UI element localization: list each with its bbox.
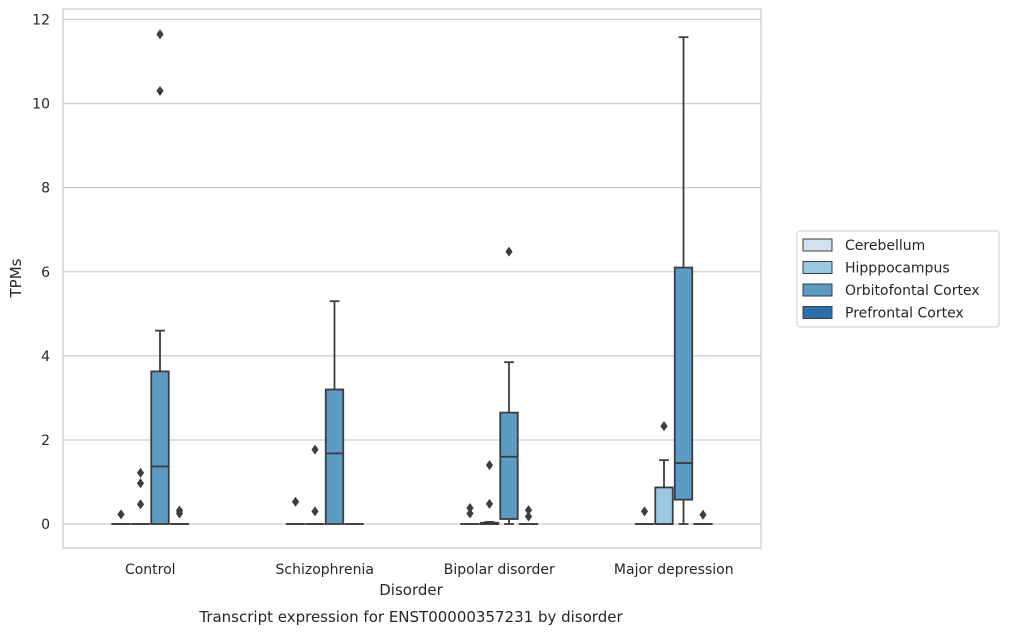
outlier-point <box>136 467 145 478</box>
legend-label-hipppocampus: Hipppocampus <box>845 261 950 277</box>
y-tick-label-12: 12 <box>32 13 50 29</box>
box-prefrontal-cortex-bipolar-disorder <box>518 505 539 525</box>
box-cerebellum-control <box>111 509 131 525</box>
outlier-point <box>291 496 300 507</box>
box-hipppocampus-major-depression <box>654 421 674 525</box>
outlier-point <box>466 503 474 514</box>
chart-caption: Transcript expression for ENST0000035723… <box>198 608 623 626</box>
box-prefrontal-cortex-major-depression <box>693 509 713 525</box>
box-body <box>673 266 694 501</box>
y-axis-label: TPMs <box>7 258 25 298</box>
box-hipppocampus-bipolar-disorder <box>479 460 500 525</box>
plot-area <box>63 9 761 548</box>
outlier-point <box>136 499 145 510</box>
outlier-point <box>524 511 533 522</box>
x-axis-label: Disorder <box>379 581 443 599</box>
outlier-point <box>466 508 474 519</box>
legend: Cerebellum Hipppocampus Orbitofontal Corte… <box>796 230 1000 328</box>
x-tick-label-control: Control <box>125 562 176 578</box>
y-tick-labels: 0 2 4 6 8 10 12 <box>32 13 50 534</box>
outlier-point <box>485 460 494 471</box>
legend-box <box>796 230 1000 328</box>
outlier-point <box>640 506 649 517</box>
box-orbitofontal-cortex-control <box>150 29 170 525</box>
outlier-point <box>311 444 319 455</box>
x-tick-label-major-depression: Major depression <box>614 562 734 578</box>
x-tick-labels: Control Schizophrenia Bipolar disorder Majo… <box>125 562 734 578</box>
y-tick-label-4: 4 <box>41 349 50 365</box>
box-body <box>654 486 674 525</box>
box-orbitofontal-cortex-schizophrenia <box>324 300 345 525</box>
y-tick-label-2: 2 <box>41 433 50 449</box>
legend-label-prefrontal-cortex: Prefrontal Cortex <box>845 306 964 322</box>
box-body <box>150 370 170 525</box>
outlier-point <box>136 478 145 489</box>
outlier-point <box>699 509 707 520</box>
outlier-point <box>505 246 513 257</box>
box-orbitofontal-cortex-major-depression <box>673 36 694 525</box>
outlier-point <box>660 421 668 432</box>
outlier-point <box>156 85 164 96</box>
outlier-point <box>175 505 184 516</box>
y-tick-label-0: 0 <box>41 517 50 533</box>
x-tick-label-bipolar-disorder: Bipolar disorder <box>444 562 555 578</box>
outlier-point <box>311 506 319 517</box>
outlier-point <box>524 505 533 516</box>
y-tick-label-6: 6 <box>41 265 50 281</box>
legend-swatch-orbitofontal-cortex <box>802 283 833 297</box>
y-tick-label-8: 8 <box>41 181 50 197</box>
outlier-point <box>485 498 494 509</box>
outlier-point <box>156 29 164 40</box>
box-cerebellum-major-depression <box>634 506 655 525</box>
box-groups <box>111 29 713 525</box>
box-body <box>499 411 519 520</box>
legend-swatch-prefrontal-cortex <box>802 306 833 319</box>
outlier-point <box>117 509 125 520</box>
y-tick-label-10: 10 <box>32 97 50 113</box>
legend-label-cerebellum: Cerebellum <box>845 238 925 254</box>
box-prefrontal-cortex-control <box>169 505 190 525</box>
legend-swatch-cerebellum <box>802 238 833 252</box>
x-tick-label-schizophrenia: Schizophrenia <box>276 562 374 578</box>
box-body <box>324 388 345 525</box>
plot-frame <box>62 8 762 549</box>
box-cerebellum-schizophrenia <box>285 496 306 525</box>
box-orbitofontal-cortex-bipolar-disorder <box>499 246 519 525</box>
box-cerebellum-bipolar-disorder <box>460 503 480 525</box>
legend-swatch-hipppocampus <box>802 261 833 274</box>
box-hipppocampus-control <box>130 467 151 525</box>
legend-label-orbitofontal-cortex: Orbitofontal Cortex <box>845 283 980 299</box>
box-hipppocampus-schizophrenia <box>305 444 325 525</box>
